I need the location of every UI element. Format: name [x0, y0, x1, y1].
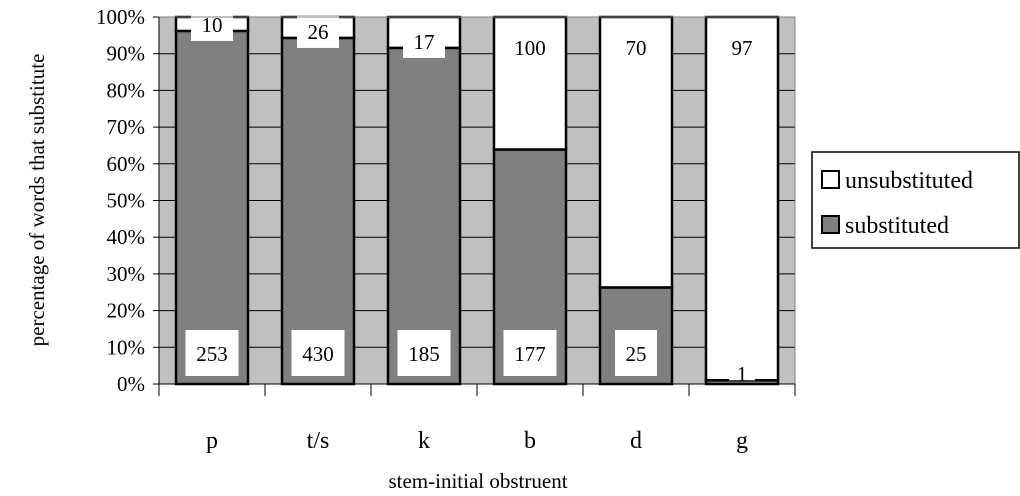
- data-label-box-substituted: [503, 330, 557, 376]
- data-label-unsubstituted: 70: [626, 36, 647, 60]
- data-label-box-unsubstituted: [297, 15, 339, 48]
- data-label-box-unsubstituted: [191, 8, 233, 41]
- y-tick-label: 30%: [107, 262, 146, 286]
- bar-unsubstituted: [704, 15, 780, 382]
- x-tick-label: b: [524, 428, 536, 454]
- legend-label-substituted: substituted: [845, 213, 949, 239]
- y-axis-title: percentage of words that substitute: [25, 54, 49, 347]
- data-label-box-substituted: [291, 330, 345, 376]
- y-tick-label: 90%: [107, 42, 146, 66]
- legend-frame: [811, 151, 1020, 249]
- data-label-unsubstituted: 17: [414, 30, 435, 54]
- legend-swatch-unsubstituted: [821, 170, 840, 189]
- y-tick-label: 60%: [107, 152, 146, 176]
- data-label-box-substituted: [185, 330, 239, 376]
- bar-unsubstituted: [598, 15, 674, 289]
- legend-swatch-substituted: [821, 215, 840, 234]
- data-label-substituted: 177: [514, 342, 546, 366]
- x-tick-label: t/s: [307, 428, 330, 454]
- data-label-unsubstituted: 10: [202, 13, 223, 37]
- data-label-box-substituted: [615, 330, 657, 376]
- y-tick-label: 50%: [107, 189, 146, 213]
- x-tick-labels: p t/s k b d g: [206, 428, 748, 454]
- data-label-substituted: 185: [408, 342, 440, 366]
- data-label-substituted: 430: [302, 342, 334, 366]
- y-tick-label: 40%: [107, 225, 146, 249]
- bar-substituted: [386, 46, 462, 386]
- y-tick-label: 10%: [107, 335, 146, 359]
- x-tick-label: k: [418, 428, 430, 454]
- x-axis-title: stem-initial obstruent: [388, 469, 567, 493]
- y-tick-label: 80%: [107, 78, 146, 102]
- y-tick-label: 100%: [96, 5, 145, 29]
- x-tick-label: g: [736, 428, 748, 454]
- y-tick-label: 20%: [107, 299, 146, 323]
- data-label-box-substituted: [397, 330, 451, 376]
- data-label-substituted: 253: [196, 342, 228, 366]
- y-tick-labels: 0% 10% 20% 30% 40% 50% 60% 70% 80% 90% 100%: [96, 5, 145, 396]
- data-label-substituted: 25: [626, 342, 647, 366]
- bar-substituted: [280, 36, 356, 386]
- legend-label-unsubstituted: unsubstituted: [845, 168, 973, 194]
- data-label-unsubstituted: 26: [308, 20, 329, 44]
- y-tick-label: 70%: [107, 115, 146, 139]
- data-labels: 253 10 430 26 185 17 177 100 25 70 1 97: [185, 8, 755, 386]
- bar-substituted: [174, 29, 250, 386]
- bar-unsubstituted: [492, 15, 568, 151]
- legend: unsubstituted substituted: [811, 151, 1020, 249]
- data-label-substituted: 1: [737, 362, 748, 386]
- data-label-unsubstituted: 100: [514, 36, 546, 60]
- bars: [174, 15, 780, 386]
- data-label-unsubstituted: 97: [732, 36, 753, 60]
- data-label-box-unsubstituted: [403, 25, 445, 58]
- x-tick-label: d: [630, 428, 642, 454]
- axes: [153, 16, 796, 396]
- data-label-box-substituted: [729, 360, 755, 381]
- y-tick-label: 0%: [117, 372, 145, 396]
- x-tick-label: p: [206, 428, 218, 454]
